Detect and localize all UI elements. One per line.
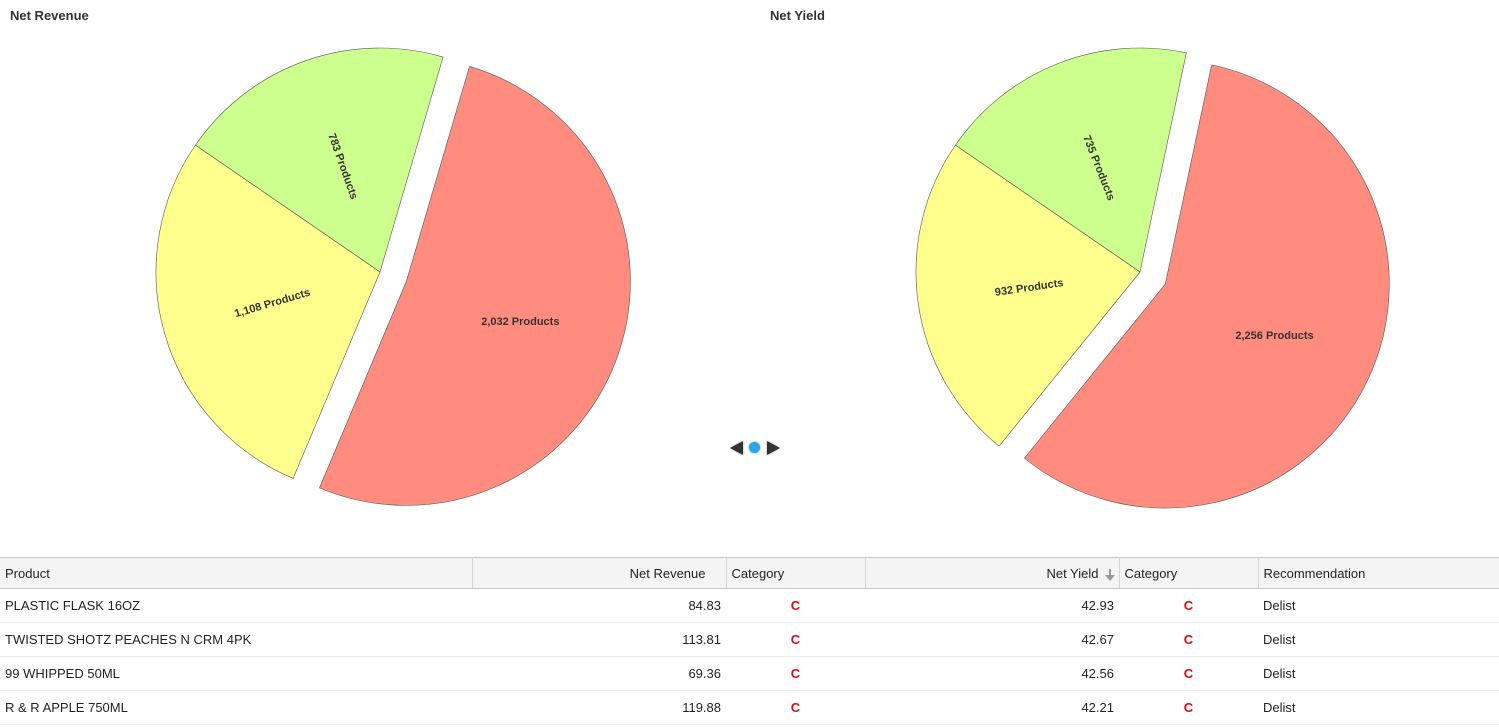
table-row[interactable]: 99 WHIPPED 50ML 69.36 C 42.56 C Delist: [0, 656, 1499, 691]
net-yield-chart-panel: Net Yield 735 Products 2,256 Products 932 …: [760, 0, 1499, 540]
yield-category-cell: C: [1119, 588, 1258, 623]
net-revenue-cell: 119.88: [472, 690, 726, 725]
column-header-product[interactable]: Product: [0, 557, 473, 589]
chart-pager: [726, 438, 786, 458]
column-header-label: Net Revenue: [629, 565, 706, 581]
recommendation-cell: Delist: [1258, 656, 1499, 691]
pager-dot-page-1[interactable]: [749, 442, 760, 453]
column-header-net-revenue[interactable]: Net Revenue: [472, 557, 727, 589]
column-header-label: Category: [1124, 565, 1178, 581]
revenue-category-cell: C: [726, 656, 865, 691]
pie-slice-label: 2,032 Products: [481, 316, 559, 328]
column-header-revenue-category[interactable]: Category: [726, 557, 866, 589]
net-yield-cell: 42.67: [865, 622, 1119, 657]
net-yield-cell: 42.21: [865, 690, 1119, 725]
chevron-left-icon[interactable]: [730, 441, 743, 455]
net-yield-cell: 42.56: [865, 656, 1119, 691]
table-header-row: Product Net Revenue Category Net Yield C…: [0, 557, 1499, 589]
revenue-category-cell: C: [726, 588, 865, 623]
column-header-label: Product: [5, 565, 50, 581]
pie-slice-735-products[interactable]: [954, 47, 1187, 273]
recommendation-cell: Delist: [1258, 622, 1499, 657]
yield-category-cell: C: [1119, 690, 1258, 725]
revenue-category-cell: C: [726, 690, 865, 725]
net-revenue-cell: 69.36: [472, 656, 726, 691]
net-yield-cell: 42.93: [865, 588, 1119, 623]
pie-slice-2-256-products[interactable]: [1023, 64, 1390, 509]
pie-slice-label: 2,256 Products: [1235, 330, 1313, 342]
yield-category-cell: C: [1119, 622, 1258, 657]
table-row[interactable]: PLASTIC FLASK 16OZ 84.83 C 42.93 C Delis…: [0, 588, 1499, 623]
net-revenue-chart-panel: Net Revenue 783 Products 2,032 Products 1,…: [0, 0, 740, 540]
column-header-label: Recommendation: [1263, 565, 1366, 581]
revenue-category-cell: C: [726, 622, 865, 657]
column-header-label: Net Yield: [1046, 565, 1099, 581]
product-cell: PLASTIC FLASK 16OZ: [0, 588, 472, 623]
net-revenue-chart-title: Net Revenue: [10, 8, 89, 23]
product-cell: TWISTED SHOTZ PEACHES N CRM 4PK: [0, 622, 472, 657]
pie-slice-932-products[interactable]: [915, 144, 1141, 447]
sort-down-arrow-icon[interactable]: [1104, 568, 1115, 581]
net-revenue-cell: 113.81: [472, 622, 726, 657]
column-header-yield-category[interactable]: Category: [1119, 557, 1259, 589]
pie-slice-1-108-products[interactable]: [155, 144, 381, 479]
column-header-label: Category: [731, 565, 785, 581]
table-row[interactable]: R & R APPLE 750ML 119.88 C 42.21 C Delis…: [0, 690, 1499, 725]
pie-slice-783-products[interactable]: [194, 47, 444, 273]
chevron-right-icon[interactable]: [767, 441, 780, 455]
net-revenue-cell: 84.83: [472, 588, 726, 623]
net-yield-chart-title: Net Yield: [770, 8, 825, 23]
product-cell: R & R APPLE 750ML: [0, 690, 472, 725]
yield-category-cell: C: [1119, 656, 1258, 691]
pie-slice-2-032-products[interactable]: [319, 66, 631, 506]
recommendation-cell: Delist: [1258, 588, 1499, 623]
recommendation-cell: Delist: [1258, 690, 1499, 725]
product-cell: 99 WHIPPED 50ML: [0, 656, 472, 691]
table-row[interactable]: TWISTED SHOTZ PEACHES N CRM 4PK 113.81 C…: [0, 622, 1499, 657]
product-table: Product Net Revenue Category Net Yield C…: [0, 557, 1499, 725]
column-header-net-yield[interactable]: Net Yield: [865, 557, 1120, 589]
column-header-recommendation[interactable]: Recommendation: [1258, 557, 1499, 589]
